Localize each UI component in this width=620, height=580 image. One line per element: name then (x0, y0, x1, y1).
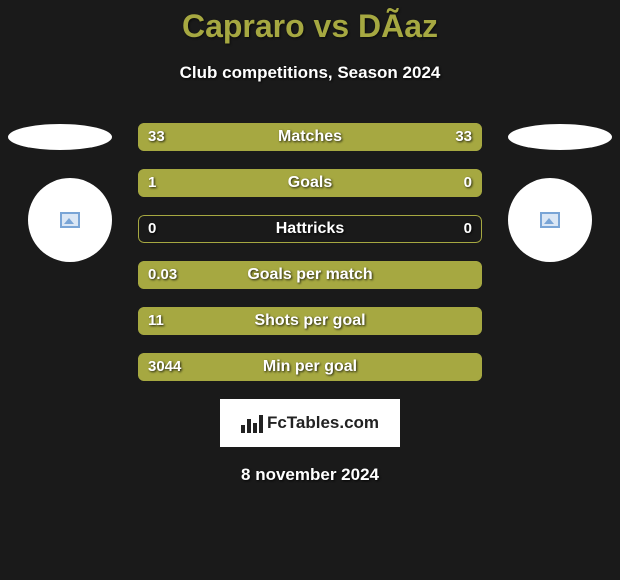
brand-box: FcTables.com (220, 399, 400, 447)
stat-row: Shots per goal11 (138, 307, 482, 335)
stat-label: Matches (138, 123, 482, 151)
stat-value-right: 33 (455, 123, 472, 151)
stats-block: Matches3333Goals10Hattricks00Goals per m… (138, 123, 482, 381)
stat-label: Goals per match (138, 261, 482, 289)
stat-label: Hattricks (138, 215, 482, 243)
image-placeholder-icon (540, 212, 560, 228)
stat-value-right: 0 (464, 215, 472, 243)
stat-label: Shots per goal (138, 307, 482, 335)
stat-label: Goals (138, 169, 482, 197)
stat-value-left: 33 (148, 123, 165, 151)
comparison-subtitle: Club competitions, Season 2024 (0, 63, 620, 83)
stat-value-right: 0 (464, 169, 472, 197)
player-left-shadow (8, 124, 112, 150)
player-left-avatar (28, 178, 112, 262)
player-right-avatar (508, 178, 592, 262)
stat-value-left: 0.03 (148, 261, 177, 289)
stat-label: Min per goal (138, 353, 482, 381)
stat-row: Min per goal3044 (138, 353, 482, 381)
image-placeholder-icon (60, 212, 80, 228)
player-right-shadow (508, 124, 612, 150)
stat-row: Goals per match0.03 (138, 261, 482, 289)
stat-value-left: 0 (148, 215, 156, 243)
stat-value-left: 1 (148, 169, 156, 197)
stat-row: Matches33 33 (138, 123, 482, 151)
stat-row: Goals1 0 (138, 169, 482, 197)
stat-row: Hattricks0 0 (138, 215, 482, 243)
stat-value-left: 3044 (148, 353, 181, 381)
comparison-title: Capraro vs DÃ­az (0, 0, 620, 45)
stat-value-left: 11 (148, 307, 164, 335)
brand-text: FcTables.com (267, 413, 379, 433)
footer-date: 8 november 2024 (0, 465, 620, 485)
brand-bars-icon (241, 413, 263, 433)
